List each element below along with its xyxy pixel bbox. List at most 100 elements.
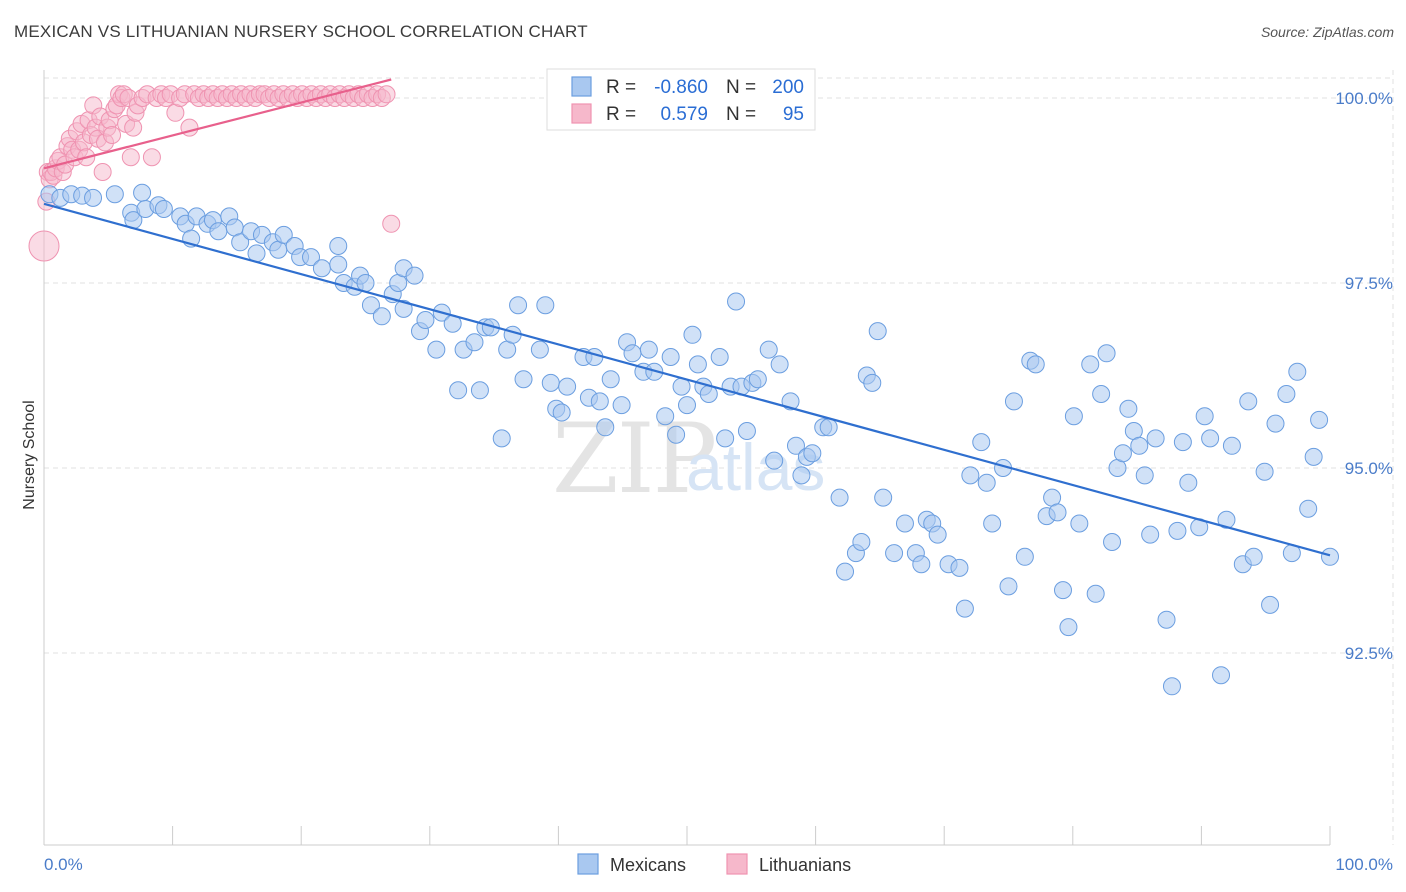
mexicans-point [1103, 533, 1122, 551]
mexicans-point [394, 299, 413, 318]
mexicans-point [1119, 399, 1138, 418]
mexicans-point [895, 514, 914, 533]
mexicans-point [765, 451, 784, 470]
source-credit: Source: ZipAtlas.com [1260, 24, 1394, 40]
mexicans-point [961, 466, 980, 485]
mexicans-point [1168, 521, 1187, 540]
mexicans-point [133, 183, 152, 202]
mexicans-point [1195, 407, 1214, 426]
mexicans-point [1255, 462, 1274, 481]
lithuanians-point [142, 148, 161, 167]
mexicans-point [727, 292, 746, 311]
mexicans-point [1130, 436, 1149, 455]
mexicans-point [361, 296, 380, 315]
mexicans-point [1239, 392, 1258, 411]
mexicans-point [1299, 499, 1318, 518]
mexicans-point [1212, 666, 1231, 685]
y-axis-label: Nursery School [21, 400, 38, 509]
lithuanians-point [377, 85, 396, 104]
legend-n-label-lithuanians: N = [726, 104, 756, 125]
mexicans-point [1244, 547, 1263, 566]
mexicans-point [792, 466, 811, 485]
mexicans-point [536, 296, 555, 315]
legend-n-value-lithuanians: 95 [783, 104, 804, 125]
legend-r-label-mexicans: R = [606, 77, 636, 98]
mexicans-point [1310, 410, 1329, 429]
mexicans-point [863, 373, 882, 392]
mexicans-point [737, 422, 756, 440]
mexicans-point [1086, 584, 1105, 603]
mexicans-point [1081, 355, 1100, 374]
lithuanians-point [103, 126, 122, 144]
mexicans-point [950, 558, 969, 577]
legend-swatch-mexicans [571, 76, 592, 97]
mexicans-point [639, 340, 658, 359]
mexicans-point [470, 381, 489, 400]
mexicans-point [874, 488, 893, 507]
mexicans-point [1277, 385, 1296, 403]
mexicans-point [1004, 392, 1023, 411]
mexicans-point [1135, 466, 1154, 485]
mexicans-point [302, 248, 321, 267]
mexicans-point [105, 185, 124, 204]
mexicans-point [1321, 547, 1339, 566]
mexicans-point [1201, 429, 1220, 448]
mexicans-point [1113, 444, 1132, 463]
mexicans-point [1026, 355, 1045, 374]
mexicans-point [274, 225, 293, 244]
legend-swatch-lithuanians [571, 103, 592, 124]
mexicans-point [1288, 362, 1307, 381]
mexicans-point [449, 381, 468, 400]
y-tick-label-0: 92.5% [1345, 644, 1393, 663]
mexicans-point [1222, 436, 1241, 455]
mexicans-point [1162, 677, 1181, 696]
mexicans-point [503, 325, 522, 344]
mexicans-point [1048, 503, 1067, 522]
mexicans-point [1092, 385, 1111, 403]
y-tick-label-1: 95.0% [1345, 459, 1393, 478]
lithuanians-point [382, 214, 401, 233]
lithuanians-point [28, 230, 60, 262]
mexicans-point [329, 237, 348, 255]
mexicans-point [558, 377, 577, 396]
mexicans-trend-line [43, 202, 1331, 557]
lithuanians-point [124, 118, 143, 137]
mexicans-point [623, 344, 642, 363]
watermark-zip: ZIP [552, 403, 715, 515]
chart-title: MEXICAN VS LITHUANIAN NURSERY SCHOOL COR… [14, 22, 588, 41]
mexicans-point [786, 436, 805, 455]
mexicans-point [509, 296, 528, 315]
bottom-legend-swatch-mexicans [577, 853, 599, 875]
mexicans-point [1141, 525, 1160, 544]
mexicans-point [541, 373, 560, 392]
mexicans-point [514, 370, 533, 389]
bottom-legend-swatch-lithuanians [726, 853, 748, 875]
mexicans-point [977, 473, 996, 492]
mexicans-point [1179, 473, 1198, 492]
mexicans-points [40, 183, 1339, 696]
mexicans-point [1266, 414, 1285, 433]
mexicans-point [716, 429, 735, 448]
mexicans-point [667, 425, 686, 444]
mexicans-point [688, 355, 707, 374]
y-tick-label-3: 100.0% [1335, 89, 1393, 108]
mexicans-point [1015, 547, 1034, 566]
mexicans-point [1064, 407, 1083, 426]
mexicans-point [803, 444, 822, 463]
mexicans-point [1146, 429, 1165, 448]
mexicans-point [830, 488, 849, 507]
legend-r-value-mexicans: -0.860 [654, 77, 708, 98]
mexicans-point [972, 433, 991, 452]
mexicans-point [596, 418, 615, 437]
mexicans-point [683, 325, 702, 344]
watermark: ZIP atlas [552, 403, 825, 515]
mexicans-point [710, 348, 729, 366]
mexicans-point [427, 340, 446, 359]
mexicans-point [1217, 510, 1236, 529]
trend-lines [43, 78, 1331, 557]
mexicans-point [530, 340, 549, 359]
mexicans-point [678, 396, 696, 415]
grid-lines [44, 70, 1394, 845]
mexicans-point [1304, 447, 1323, 466]
